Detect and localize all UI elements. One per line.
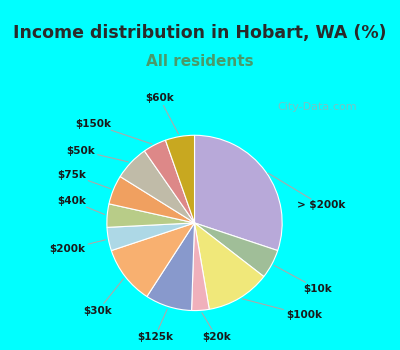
Wedge shape	[120, 151, 194, 223]
Text: $20k: $20k	[202, 313, 231, 342]
Wedge shape	[194, 223, 278, 276]
Text: $75k: $75k	[57, 170, 111, 189]
Text: > $200k: > $200k	[268, 173, 346, 210]
Wedge shape	[144, 140, 194, 223]
Text: $125k: $125k	[137, 309, 173, 342]
Text: $60k: $60k	[145, 93, 178, 134]
Wedge shape	[194, 223, 264, 309]
Text: Income distribution in Hobart, WA (%): Income distribution in Hobart, WA (%)	[13, 24, 387, 42]
Text: City-Data.com: City-Data.com	[277, 103, 356, 112]
Wedge shape	[166, 135, 194, 223]
Text: $30k: $30k	[84, 279, 124, 316]
Wedge shape	[192, 223, 209, 310]
Text: $200k: $200k	[50, 240, 106, 254]
Text: $100k: $100k	[242, 299, 322, 320]
Wedge shape	[147, 223, 194, 310]
Text: $10k: $10k	[274, 265, 332, 294]
Wedge shape	[111, 223, 194, 296]
Wedge shape	[107, 223, 194, 251]
Text: All residents: All residents	[146, 54, 254, 69]
Text: $150k: $150k	[76, 119, 152, 144]
Wedge shape	[194, 135, 282, 251]
Text: $50k: $50k	[66, 146, 128, 162]
Wedge shape	[109, 176, 194, 223]
Wedge shape	[107, 204, 194, 228]
Text: $40k: $40k	[57, 196, 105, 215]
